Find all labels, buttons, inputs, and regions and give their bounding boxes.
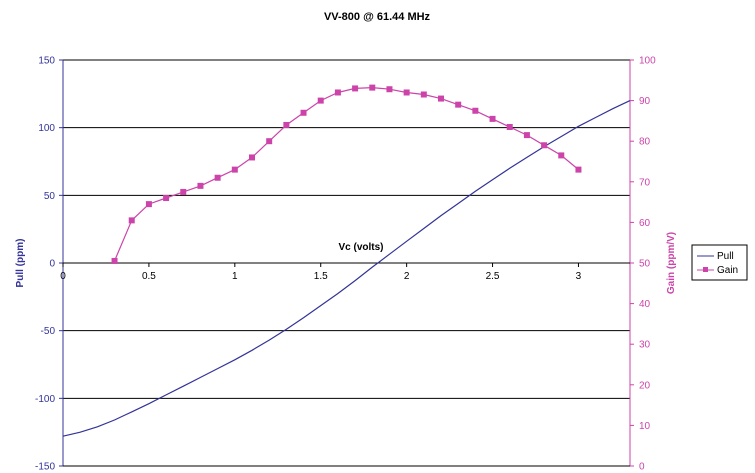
y-tick-label: 100	[38, 123, 55, 134]
x-tick-label: 2	[404, 271, 410, 282]
gain-point	[455, 101, 462, 108]
y2-tick-label: 0	[639, 462, 645, 473]
x-tick-label: 0	[60, 271, 66, 282]
gain-point	[420, 91, 427, 98]
gain-point	[111, 257, 118, 264]
gain-point	[317, 97, 324, 104]
legend: Pull Gain	[691, 244, 748, 281]
y-tick-label: -150	[35, 462, 55, 473]
y2-tick-label: 80	[639, 137, 651, 148]
gain-point	[128, 217, 135, 224]
gain-point	[163, 195, 170, 202]
y-axis-ticks: 150 100 50 0 -50 -100 -150	[35, 56, 63, 473]
y-tick-label: 50	[44, 191, 56, 202]
series-gain	[111, 84, 582, 264]
legend-pull-label: Pull	[717, 251, 734, 262]
gain-point	[369, 84, 376, 91]
gain-point	[249, 154, 255, 161]
chart-title: VV-800 @ 61.44 MHz	[324, 11, 431, 23]
gain-point	[575, 166, 582, 173]
gain-point	[231, 166, 238, 173]
gain-point	[489, 115, 496, 122]
series-pull	[62, 100, 631, 437]
y2-tick-label: 90	[639, 96, 651, 107]
y2-axis-title: Gain (ppm/V)	[666, 232, 677, 294]
y2-tick-label: 60	[639, 218, 651, 229]
gain-point	[300, 109, 307, 116]
x-tick-label: 1.5	[314, 271, 328, 282]
y2-tick-label: 70	[639, 177, 651, 188]
y2-tick-label: 100	[639, 56, 656, 67]
gridlines	[63, 59, 630, 399]
gain-point	[180, 188, 187, 195]
x-tick-label: 3	[576, 271, 582, 282]
x-tick-label: 1	[232, 271, 238, 282]
y2-tick-label: 10	[639, 421, 651, 432]
y-tick-label: -100	[35, 394, 55, 405]
x-tick-label: 0.5	[142, 271, 156, 282]
y-tick-label: 0	[49, 259, 55, 270]
gain-point	[386, 86, 393, 93]
gain-point	[438, 95, 444, 102]
gain-point	[506, 123, 513, 130]
gain-point	[197, 182, 204, 189]
gain-point	[472, 107, 479, 114]
gain-point	[403, 89, 410, 96]
gain-point	[214, 174, 221, 181]
x-axis-ticks: 0 0.5 1 1.5 2 2.5 3	[60, 263, 582, 282]
y-tick-label: -50	[41, 326, 56, 337]
x-axis-title: Vc (volts)	[338, 242, 383, 253]
gain-point	[523, 132, 530, 139]
gain-point	[283, 121, 290, 128]
y-tick-label: 150	[38, 56, 55, 67]
y2-tick-label: 40	[639, 299, 651, 310]
gain-point	[145, 201, 152, 208]
legend-gain-label: Gain	[717, 265, 738, 276]
axes	[62, 60, 631, 467]
y2-tick-label: 20	[639, 380, 651, 391]
x-tick-label: 2.5	[486, 271, 500, 282]
legend-gain-marker	[703, 267, 708, 272]
pull-line	[62, 100, 631, 437]
gain-point	[334, 89, 341, 96]
y2-tick-label: 50	[639, 259, 651, 270]
y-axis-title: Pull (ppm)	[15, 239, 26, 288]
y2-tick-label: 30	[639, 340, 651, 351]
gain-point	[266, 138, 273, 145]
gain-point	[352, 85, 359, 92]
legend-box	[691, 244, 748, 281]
gain-line	[113, 86, 579, 262]
gain-point	[541, 142, 548, 149]
gain-point	[558, 152, 565, 159]
